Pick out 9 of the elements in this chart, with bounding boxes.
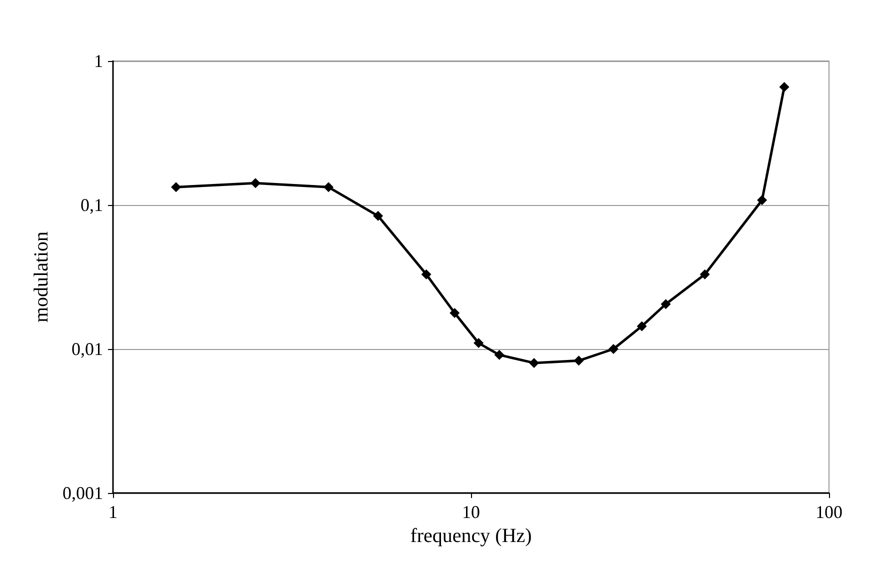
y-tick-label: 0,1	[80, 195, 103, 215]
x-tick-label: 1	[108, 502, 118, 522]
y-axis-title: modulation	[30, 231, 53, 323]
y-tick-label: 0,01	[72, 339, 103, 359]
x-axis-title: frequency (Hz)	[410, 524, 532, 547]
y-tick-label: 0,001	[62, 483, 103, 503]
x-tick-label: 100	[816, 502, 842, 522]
y-tick-label: 1	[94, 51, 103, 71]
x-tick-label: 10	[462, 502, 480, 522]
